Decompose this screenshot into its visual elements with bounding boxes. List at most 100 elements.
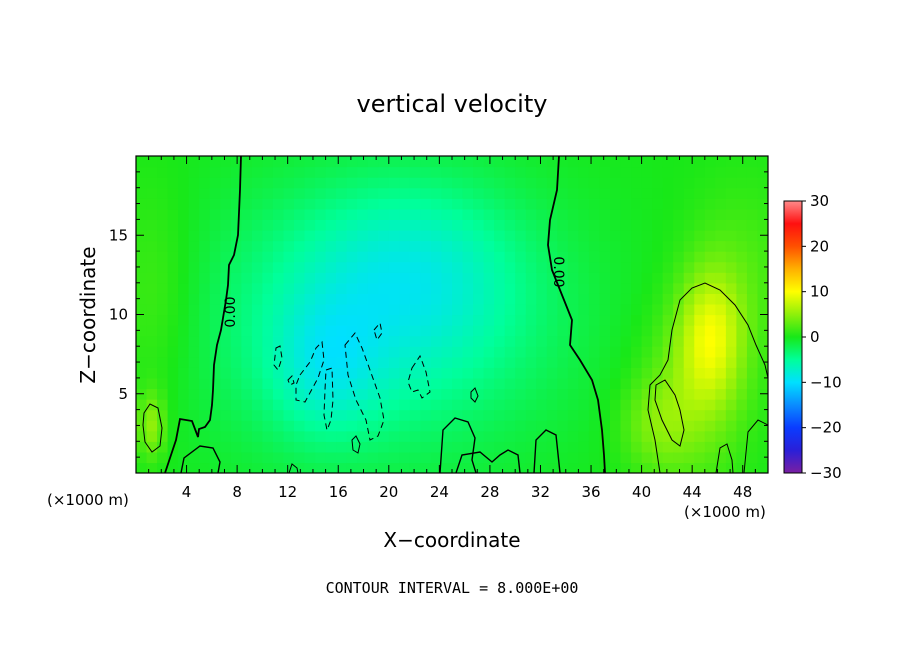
field-cell bbox=[525, 377, 537, 390]
field-cell bbox=[188, 177, 200, 189]
field-cell bbox=[567, 187, 579, 199]
field-cell bbox=[631, 388, 643, 400]
field-cell bbox=[146, 240, 158, 252]
field-cell bbox=[367, 335, 379, 347]
field-cell bbox=[725, 187, 737, 199]
field-cell bbox=[599, 156, 611, 168]
negative-contour-4 bbox=[273, 345, 283, 372]
field-cell bbox=[567, 462, 579, 473]
field-cell bbox=[283, 282, 295, 294]
field-cell bbox=[430, 441, 443, 453]
field-cell bbox=[241, 462, 253, 473]
field-cell bbox=[757, 367, 768, 379]
field-cell bbox=[757, 377, 768, 390]
field-cell bbox=[536, 367, 548, 379]
field-cell bbox=[167, 240, 179, 252]
field-cell bbox=[336, 314, 348, 326]
field-cell bbox=[304, 430, 316, 442]
field-cell bbox=[420, 346, 432, 358]
field-cell bbox=[304, 462, 316, 473]
field-cell bbox=[188, 441, 200, 453]
field-cell bbox=[725, 409, 737, 421]
field-cell bbox=[452, 314, 464, 326]
field-cell bbox=[367, 451, 379, 464]
field-cell bbox=[420, 166, 432, 178]
field-cell bbox=[430, 282, 443, 294]
field-cell bbox=[325, 441, 337, 453]
field-cell bbox=[725, 198, 737, 210]
field-cell bbox=[399, 451, 411, 464]
field-cell bbox=[746, 208, 759, 220]
field-cell bbox=[631, 282, 643, 294]
field-cell bbox=[378, 451, 390, 464]
field-cell bbox=[704, 166, 716, 178]
field-cell bbox=[662, 240, 674, 252]
field-cell bbox=[652, 303, 664, 316]
field-cell bbox=[567, 451, 579, 464]
colorbar-tick-label: 0 bbox=[810, 328, 820, 346]
field-cell bbox=[673, 420, 685, 432]
field-cell bbox=[494, 356, 506, 368]
field-cell bbox=[262, 399, 274, 411]
field-cell bbox=[357, 166, 369, 178]
field-cell bbox=[557, 451, 569, 464]
field-cell bbox=[631, 251, 643, 263]
field-cell bbox=[715, 430, 727, 442]
field-cell bbox=[536, 335, 548, 347]
field-cell bbox=[399, 462, 411, 473]
field-cell bbox=[136, 261, 148, 273]
field-cell bbox=[136, 335, 148, 347]
field-cell bbox=[599, 356, 611, 368]
field-cell bbox=[178, 388, 190, 400]
field-cell bbox=[599, 346, 611, 358]
field-cell bbox=[283, 356, 295, 368]
field-cell bbox=[209, 399, 221, 411]
field-cell bbox=[757, 219, 768, 231]
x-axis-label: X−coordinate bbox=[383, 528, 520, 552]
field-cell bbox=[409, 430, 421, 442]
field-cell bbox=[588, 251, 601, 263]
field-cell bbox=[272, 261, 285, 273]
field-cell bbox=[610, 441, 622, 453]
field-cell bbox=[230, 388, 242, 400]
field-cell bbox=[304, 303, 316, 316]
field-cell bbox=[546, 325, 558, 337]
field-cell bbox=[178, 420, 190, 432]
field-cell bbox=[251, 314, 263, 326]
field-cell bbox=[251, 409, 263, 421]
field-cell bbox=[178, 314, 190, 326]
field-cell bbox=[441, 430, 453, 442]
field-cell bbox=[757, 430, 768, 442]
field-cell bbox=[399, 166, 411, 178]
field-cell bbox=[167, 335, 179, 347]
field-cell bbox=[399, 229, 411, 242]
field-cell bbox=[546, 388, 558, 400]
field-cell bbox=[652, 399, 664, 411]
field-cell bbox=[715, 282, 727, 294]
field-cell bbox=[494, 219, 506, 231]
field-cell bbox=[272, 377, 285, 390]
field-cell bbox=[494, 367, 506, 379]
field-cell bbox=[715, 251, 727, 263]
field-cell bbox=[599, 430, 611, 442]
field-cell bbox=[736, 251, 748, 263]
field-cell bbox=[746, 388, 759, 400]
field-cell bbox=[409, 303, 421, 316]
field-cell bbox=[536, 229, 548, 242]
field-cell bbox=[136, 420, 148, 432]
field-cell bbox=[304, 346, 316, 358]
field-cell bbox=[725, 303, 737, 316]
field-cell bbox=[473, 208, 485, 220]
field-cell bbox=[399, 208, 411, 220]
field-cell bbox=[578, 356, 590, 368]
field-cell bbox=[504, 325, 516, 337]
field-cell bbox=[694, 177, 706, 189]
field-cell bbox=[578, 451, 590, 464]
field-cell bbox=[746, 251, 759, 263]
field-cell bbox=[294, 177, 306, 189]
field-cell bbox=[736, 293, 748, 305]
field-cell bbox=[641, 282, 653, 294]
field-cell bbox=[725, 251, 737, 263]
field-cell bbox=[641, 441, 653, 453]
field-cell bbox=[452, 166, 464, 178]
